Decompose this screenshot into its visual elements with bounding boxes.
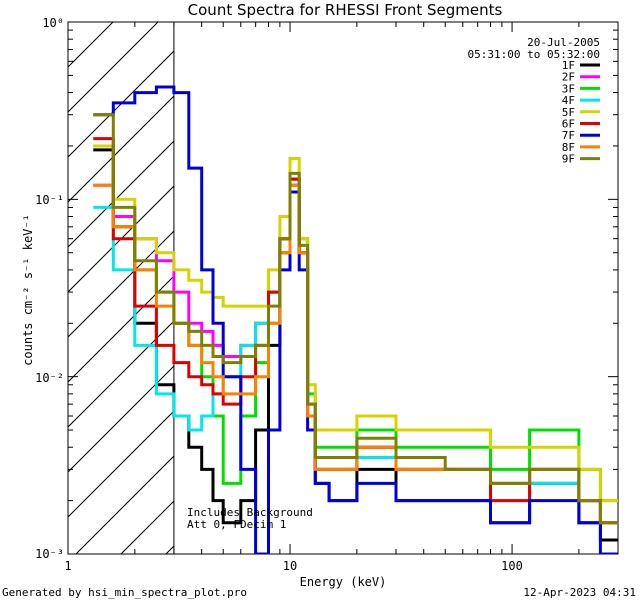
footer-generator: Generated by hsi_min_spectra_plot.pro bbox=[2, 586, 247, 599]
legend-label-6F: 6F bbox=[562, 118, 575, 131]
annotation-background: Includes Background bbox=[187, 506, 313, 519]
legend-label-3F: 3F bbox=[562, 82, 575, 95]
legend-label-2F: 2F bbox=[562, 71, 575, 84]
hatch-line-8 bbox=[68, 275, 174, 383]
time-range-label: 05:31:00 to 05:32:00 bbox=[468, 48, 600, 61]
x-axis-label: Energy (keV) bbox=[300, 575, 387, 589]
legend-label-5F: 5F bbox=[562, 106, 575, 119]
annotation-attenuator: Att 0, FDecim 1 bbox=[187, 518, 286, 531]
series-line-9F bbox=[93, 113, 618, 525]
hatch-line-4 bbox=[68, 95, 174, 203]
y-tick-label-001: 10⁻² bbox=[35, 371, 64, 385]
date-label: 20-Jul-2005 bbox=[527, 36, 600, 49]
hatch-line-12 bbox=[75, 455, 174, 554]
legend-label-9F: 9F bbox=[562, 153, 575, 166]
hatch-line-10 bbox=[68, 365, 174, 473]
series-line-5F bbox=[93, 144, 618, 503]
legend-label-7F: 7F bbox=[562, 129, 575, 142]
series-lines bbox=[93, 85, 618, 554]
footer-timestamp: 12-Apr-2023 04:31 bbox=[523, 586, 636, 599]
chart-title: Count Spectra for RHESSI Front Segments bbox=[188, 1, 503, 19]
hatched-region bbox=[68, 22, 174, 554]
y-tick-label-1: 10⁰ bbox=[42, 16, 64, 30]
hatch-line-5 bbox=[68, 140, 174, 248]
x-tick-label-10: 10 bbox=[283, 559, 297, 573]
hatch-line-9 bbox=[68, 320, 174, 428]
legend-label-4F: 4F bbox=[562, 94, 575, 107]
axis-ticks bbox=[67, 21, 619, 555]
x-tick-label-1: 1 bbox=[64, 559, 71, 573]
hatch-line-1 bbox=[68, 22, 114, 68]
x-tick-label-100: 100 bbox=[501, 559, 523, 573]
y-axis-label: counts cm⁻² s⁻¹ keV⁻¹ bbox=[21, 214, 35, 366]
y-tick-label-01: 10⁻¹ bbox=[35, 193, 64, 207]
hatch-line-6 bbox=[68, 185, 174, 293]
plot-frame bbox=[67, 21, 619, 555]
hatch-line-7 bbox=[68, 230, 174, 338]
y-tick-label-0001: 10⁻³ bbox=[35, 547, 64, 561]
legend-label-8F: 8F bbox=[562, 141, 575, 154]
hatch-line-11 bbox=[68, 410, 174, 518]
legend-label-1F: 1F bbox=[562, 59, 575, 72]
hatch-line-2 bbox=[68, 22, 159, 113]
